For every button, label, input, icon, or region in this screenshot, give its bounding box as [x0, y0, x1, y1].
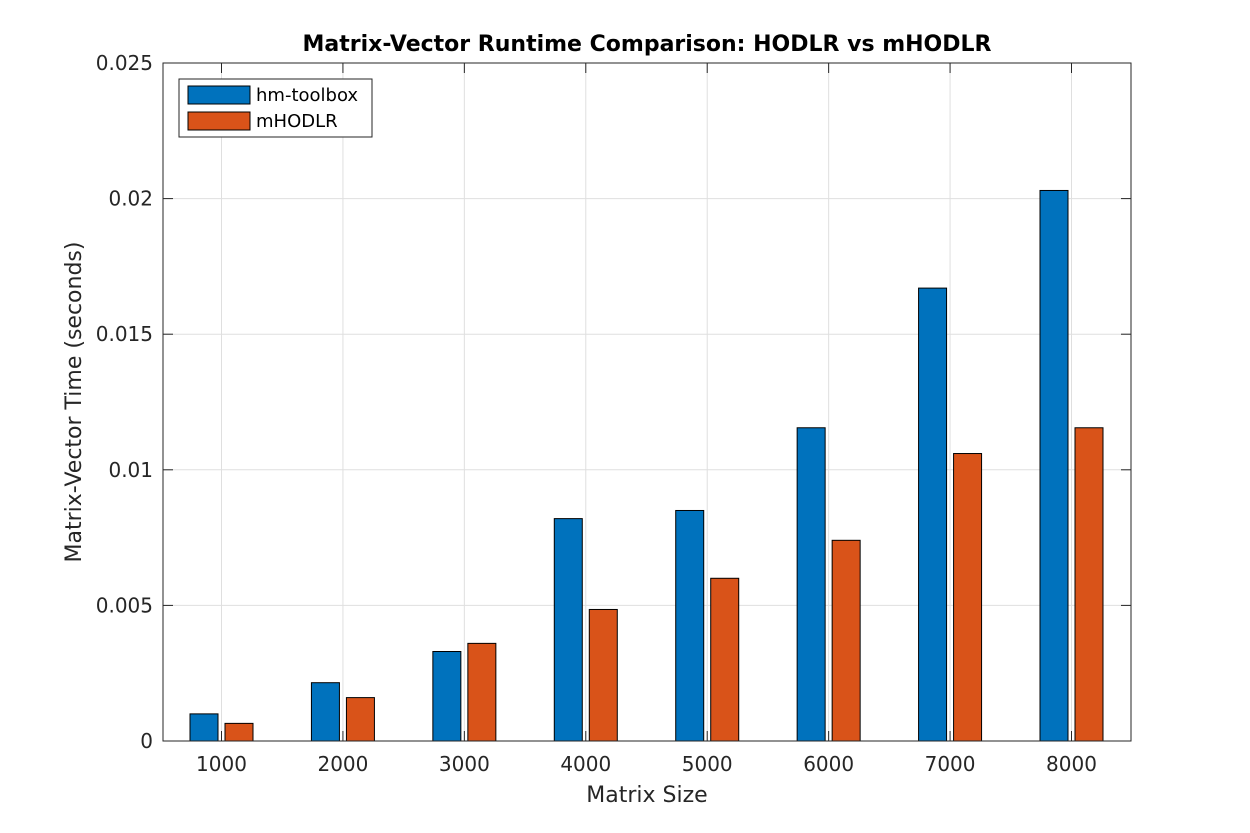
plot-frame [162, 62, 1132, 742]
legend-swatch-hm-toolbox [187, 85, 251, 105]
x-tick-label: 7000 [925, 752, 976, 776]
legend-label-hm-toolbox: hm-toolbox [256, 85, 358, 106]
y-axis-label: Matrix-Vector Time (seconds) [62, 242, 87, 563]
bar-hm-toolbox-3000 [432, 651, 462, 742]
x-tick-label: 4000 [560, 752, 611, 776]
bar-mhodlr-1000 [224, 722, 254, 742]
x-axis-label: Matrix Size [586, 783, 707, 808]
y-tick-labels: 0 0.005 0.01 0.015 0.02 0.025 [96, 51, 153, 753]
y-tick-label: 0 [140, 729, 153, 753]
bar-mhodlr-4000 [588, 608, 618, 742]
tick-marks [163, 62, 1131, 742]
bar-mhodlr-3000 [467, 642, 497, 742]
y-tick-label: 0.005 [96, 593, 153, 617]
bar-mhodlr-8000 [1074, 427, 1104, 742]
bar-mhodlr-6000 [831, 539, 861, 742]
bar-mhodlr-7000 [953, 453, 983, 742]
x-tick-label: 8000 [1046, 752, 1097, 776]
legend-swatch-mhodlr [187, 111, 251, 131]
bar-hm-toolbox-6000 [796, 427, 826, 742]
y-tick-label: 0.01 [108, 458, 153, 482]
chart-title: Matrix-Vector Runtime Comparison: HODLR … [303, 32, 992, 57]
y-tick-label: 0.02 [108, 187, 153, 211]
bar-mhodlr-5000 [710, 577, 740, 742]
x-tick-label: 6000 [803, 752, 854, 776]
bar-hm-toolbox-1000 [189, 713, 219, 742]
bar-hm-toolbox-2000 [310, 682, 340, 742]
x-tick-labels: 1000 2000 3000 4000 5000 6000 7000 8000 [196, 752, 1097, 776]
grid-lines [163, 63, 1131, 741]
bars [189, 189, 1104, 742]
x-tick-label: 5000 [682, 752, 733, 776]
plot-background [163, 63, 1131, 741]
x-tick-label: 3000 [439, 752, 490, 776]
legend: hm-toolbox mHODLR [178, 78, 373, 138]
bar-hm-toolbox-5000 [675, 509, 705, 742]
y-tick-label: 0.025 [96, 51, 153, 75]
bar-hm-toolbox-8000 [1039, 189, 1069, 742]
bar-hm-toolbox-4000 [553, 518, 583, 742]
y-tick-label: 0.015 [96, 322, 153, 346]
bar-mhodlr-2000 [345, 697, 375, 742]
x-tick-label: 1000 [196, 752, 247, 776]
bar-hm-toolbox-7000 [918, 287, 948, 742]
legend-label-mhodlr: mHODLR [256, 111, 338, 132]
x-tick-label: 2000 [317, 752, 368, 776]
